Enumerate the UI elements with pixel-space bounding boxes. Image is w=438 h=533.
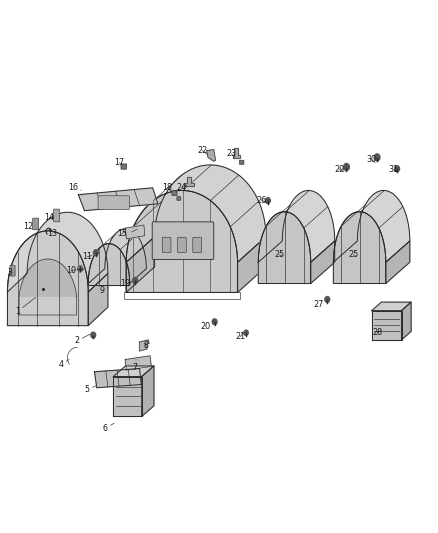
Polygon shape	[386, 241, 410, 284]
FancyBboxPatch shape	[32, 218, 39, 230]
Polygon shape	[88, 244, 130, 286]
FancyBboxPatch shape	[98, 196, 130, 209]
FancyBboxPatch shape	[162, 237, 171, 253]
Text: 1: 1	[15, 297, 35, 316]
Circle shape	[244, 330, 248, 335]
Polygon shape	[185, 177, 194, 185]
Text: 29: 29	[334, 165, 344, 174]
FancyBboxPatch shape	[10, 265, 15, 276]
Polygon shape	[88, 273, 108, 326]
Text: 14: 14	[45, 213, 55, 222]
Text: 8: 8	[143, 341, 148, 350]
Polygon shape	[126, 237, 155, 293]
Text: 21: 21	[235, 332, 245, 341]
Text: 25: 25	[348, 251, 359, 260]
Polygon shape	[113, 376, 142, 416]
Circle shape	[343, 164, 350, 171]
Text: 3: 3	[7, 269, 12, 277]
Text: 2: 2	[74, 334, 90, 345]
Polygon shape	[258, 212, 311, 284]
Polygon shape	[333, 190, 410, 262]
FancyBboxPatch shape	[177, 197, 181, 200]
Circle shape	[78, 265, 83, 272]
Polygon shape	[258, 190, 335, 262]
Polygon shape	[125, 225, 145, 239]
Text: 9: 9	[99, 286, 108, 295]
Text: 20: 20	[200, 321, 214, 330]
Text: 17: 17	[114, 158, 124, 167]
Text: 4: 4	[58, 359, 69, 369]
Polygon shape	[372, 302, 411, 311]
FancyBboxPatch shape	[152, 222, 214, 260]
Text: 12: 12	[23, 222, 35, 231]
FancyBboxPatch shape	[172, 191, 177, 196]
FancyBboxPatch shape	[53, 209, 60, 222]
Text: 10: 10	[67, 266, 76, 275]
Polygon shape	[88, 229, 146, 284]
Text: 15: 15	[117, 229, 127, 238]
Circle shape	[265, 198, 270, 204]
Circle shape	[374, 154, 380, 161]
Text: 28: 28	[372, 328, 382, 337]
Polygon shape	[207, 150, 215, 161]
Text: 22: 22	[197, 146, 208, 155]
Text: 19: 19	[120, 279, 134, 288]
Text: 16: 16	[68, 183, 81, 192]
Polygon shape	[113, 366, 154, 376]
FancyBboxPatch shape	[240, 160, 244, 165]
FancyBboxPatch shape	[193, 237, 201, 253]
Text: 18: 18	[162, 183, 173, 192]
Text: 27: 27	[314, 300, 327, 309]
Polygon shape	[372, 311, 402, 340]
Polygon shape	[95, 368, 141, 387]
Polygon shape	[7, 212, 108, 292]
Polygon shape	[78, 188, 158, 211]
Polygon shape	[311, 241, 335, 284]
Polygon shape	[333, 212, 386, 284]
FancyBboxPatch shape	[121, 164, 127, 169]
Polygon shape	[7, 231, 88, 326]
Text: 30: 30	[366, 155, 376, 164]
Text: 11: 11	[82, 253, 92, 261]
Polygon shape	[237, 237, 266, 293]
Text: 31: 31	[389, 165, 399, 174]
Text: 7: 7	[133, 360, 138, 372]
Text: 6: 6	[103, 423, 114, 433]
Polygon shape	[19, 259, 77, 296]
Polygon shape	[402, 302, 411, 340]
Circle shape	[395, 166, 399, 172]
Circle shape	[325, 296, 330, 302]
Polygon shape	[142, 366, 154, 416]
Polygon shape	[233, 148, 240, 158]
Text: 13: 13	[47, 229, 57, 238]
Circle shape	[212, 319, 217, 325]
Circle shape	[93, 250, 98, 256]
Polygon shape	[126, 165, 266, 262]
Circle shape	[91, 332, 95, 338]
Polygon shape	[125, 356, 151, 370]
Text: 26: 26	[257, 196, 267, 205]
Text: 5: 5	[85, 385, 96, 394]
FancyBboxPatch shape	[177, 237, 186, 253]
Polygon shape	[126, 190, 237, 293]
Circle shape	[133, 277, 138, 283]
Text: 24: 24	[177, 183, 187, 192]
Text: 23: 23	[226, 149, 236, 158]
Text: 25: 25	[274, 251, 284, 260]
Polygon shape	[140, 340, 149, 351]
